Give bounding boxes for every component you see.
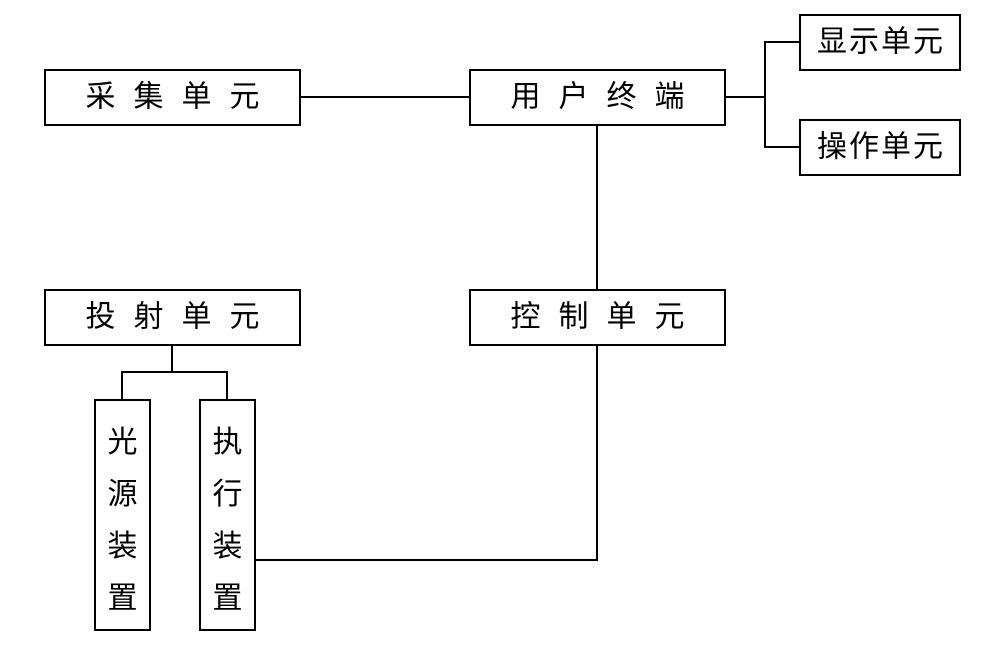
- node-control_unit-label: 控制单元: [511, 300, 703, 333]
- node-display_unit-label: 显示单元: [817, 25, 945, 58]
- node-projection_unit-label: 投射单元: [86, 300, 278, 333]
- edge-user_terminal-display_unit: [725, 42, 800, 97]
- node-user_terminal: 用户终端: [470, 70, 725, 125]
- node-control_unit: 控制单元: [470, 290, 725, 345]
- node-operation_unit: 操作单元: [800, 120, 960, 175]
- node-execution_device-char-2: 装: [213, 530, 243, 563]
- node-execution_device: 执行装置: [200, 400, 255, 630]
- edge-control_unit-execution_device: [255, 345, 597, 560]
- node-acquisition_unit-label: 采集单元: [86, 80, 278, 113]
- edge-projection_unit-execution_device: [172, 345, 227, 400]
- node-light_source_device-char-2: 装: [108, 530, 138, 563]
- node-execution_device-char-0: 执: [213, 426, 243, 459]
- edge-user_terminal-operation_unit: [725, 97, 800, 147]
- node-light_source_device-char-1: 源: [108, 478, 138, 511]
- edge-projection_unit-light_source_device: [122, 345, 172, 400]
- node-display_unit: 显示单元: [800, 15, 960, 70]
- node-projection_unit: 投射单元: [45, 290, 300, 345]
- node-light_source_device-char-0: 光: [108, 426, 138, 459]
- node-light_source_device: 光源装置: [95, 400, 150, 630]
- node-light_source_device-char-3: 置: [108, 582, 138, 615]
- block-diagram: 采集单元用户终端显示单元操作单元投射单元控制单元光源装置执行装置: [0, 0, 1000, 668]
- node-acquisition_unit: 采集单元: [45, 70, 300, 125]
- node-operation_unit-label: 操作单元: [817, 130, 945, 163]
- node-execution_device-char-1: 行: [213, 478, 243, 511]
- node-execution_device-char-3: 置: [213, 582, 243, 615]
- node-user_terminal-label: 用户终端: [511, 80, 703, 113]
